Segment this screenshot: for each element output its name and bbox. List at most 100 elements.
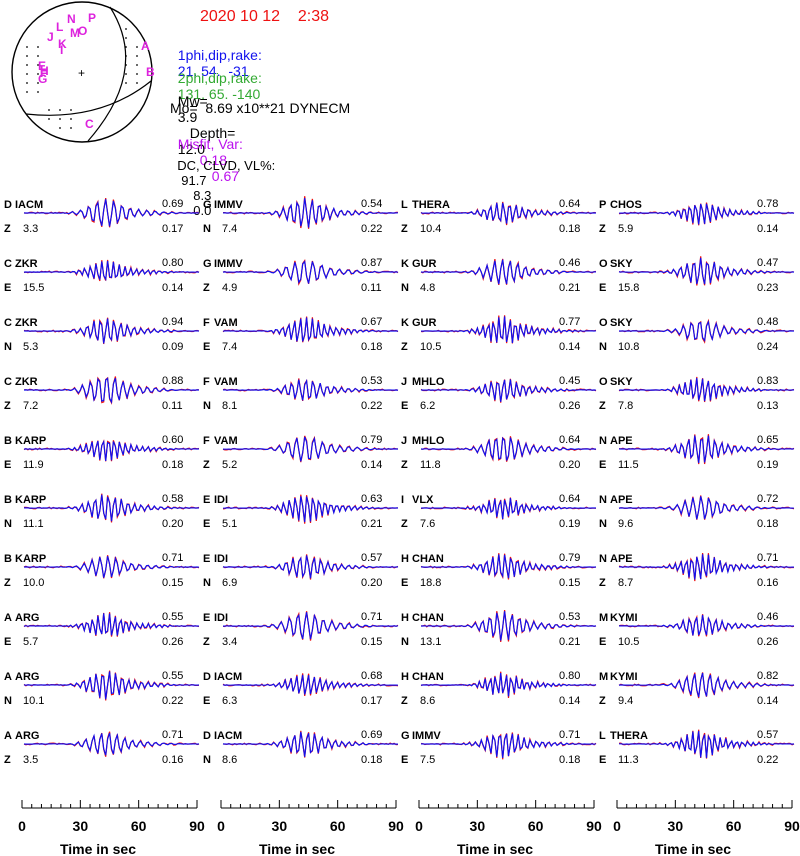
station-letter-G: G — [38, 72, 47, 86]
trace-variance: 0.15 — [361, 636, 382, 648]
trace-station-name: MHLO — [412, 376, 445, 388]
trace-variance: 0.19 — [757, 459, 778, 471]
trace-station-letter: F — [203, 317, 210, 329]
beachball-dot — [37, 55, 39, 57]
trace-correlation: 0.64 — [559, 198, 580, 210]
trace-panel: O SKY E 15.8 0.47 0.23 — [599, 256, 795, 294]
trace-panel: P CHOS Z 5.9 0.78 0.14 — [599, 198, 795, 235]
trace-station-letter: N — [599, 435, 607, 447]
axis-title: Time in sec — [259, 841, 335, 856]
trace-distance: 10.0 — [23, 577, 44, 589]
trace-variance: 0.14 — [757, 695, 778, 707]
trace-distance: 7.8 — [618, 400, 633, 412]
trace-component: Z — [401, 223, 408, 235]
trace-station-letter: A — [4, 730, 12, 742]
trace-variance: 0.13 — [757, 400, 778, 412]
trace-station-name: SKY — [610, 258, 633, 270]
tick-label: 60 — [726, 818, 742, 834]
trace-correlation: 0.88 — [162, 375, 183, 387]
trace-variance: 0.17 — [162, 223, 183, 235]
beachball-dot — [59, 118, 61, 120]
trace-distance: 9.4 — [618, 695, 633, 707]
mw-label: Mw= — [177, 93, 208, 109]
trace-station-name: VLX — [412, 494, 434, 506]
trace-correlation: 0.77 — [559, 316, 580, 328]
trace-station-name: KYMI — [610, 671, 638, 683]
trace-distance: 8.1 — [222, 400, 237, 412]
trace-component: Z — [599, 223, 606, 235]
trace-station-name: ARG — [15, 730, 39, 742]
synthetic-trace — [23, 318, 200, 344]
beachball-dot — [37, 64, 39, 66]
synthetic-trace — [421, 611, 597, 641]
trace-component: E — [401, 754, 408, 766]
trace-variance: 0.26 — [757, 636, 778, 648]
synthetic-trace — [23, 439, 200, 461]
trace-distance: 5.3 — [23, 341, 38, 353]
trace-station-letter: L — [401, 199, 408, 211]
trace-correlation: 0.79 — [361, 434, 382, 446]
dc-label: DC, CLVD, VL%: — [177, 158, 276, 173]
trace-variance: 0.22 — [162, 695, 183, 707]
trace-component: N — [4, 341, 12, 353]
trace-distance: 11.1 — [23, 518, 44, 530]
synthetic-trace — [420, 498, 596, 520]
trace-station-letter: O — [599, 317, 608, 329]
beachball-dot — [136, 46, 138, 48]
trace-distance: 4.8 — [420, 282, 435, 294]
beachball-dot — [125, 37, 127, 39]
trace-correlation: 0.80 — [162, 257, 183, 269]
plane2-label: 2phi,dip,rake: — [177, 70, 262, 86]
trace-correlation: 0.87 — [361, 257, 382, 269]
trace-component: N — [203, 223, 211, 235]
trace-distance: 10.5 — [420, 341, 441, 353]
trace-distance: 3.5 — [23, 754, 38, 766]
trace-station-name: KYMI — [610, 612, 638, 624]
trace-component: N — [599, 341, 607, 353]
trace-station-name: KARP — [15, 553, 46, 565]
trace-distance: 4.9 — [222, 282, 237, 294]
trace-variance: 0.14 — [361, 459, 382, 471]
beachball-dot — [26, 82, 28, 84]
trace-component: N — [4, 518, 12, 530]
trace-variance: 0.26 — [162, 636, 183, 648]
synthetic-trace — [619, 614, 795, 636]
synthetic-trace — [420, 202, 597, 224]
trace-component: Z — [401, 459, 408, 471]
trace-station-name: IACM — [214, 671, 242, 683]
event-date: 2020 10 12 2:38 — [200, 8, 329, 25]
trace-variance: 0.14 — [757, 223, 778, 235]
trace-correlation: 0.69 — [361, 729, 382, 741]
trace-component: E — [599, 636, 606, 648]
trace-station-name: ZKR — [15, 317, 38, 329]
beachball-dot — [59, 127, 61, 129]
trace-station-name: MHLO — [412, 435, 445, 447]
station-letter-F: F — [40, 66, 47, 80]
dc-line: DC, CLVD, VL%: 91.7 8.3 0.0 — [170, 143, 275, 218]
trace-panel: E IDI E 5.1 0.63 0.21 — [203, 493, 399, 530]
synthetic-trace — [222, 317, 399, 342]
synthetic-trace — [23, 732, 200, 756]
synthetic-trace — [24, 199, 200, 227]
trace-correlation: 0.57 — [757, 729, 778, 741]
trace-correlation: 0.46 — [559, 257, 580, 269]
synthetic-trace — [618, 257, 794, 285]
trace-station-name: GUR — [412, 317, 437, 329]
trace-variance: 0.16 — [162, 754, 183, 766]
plane1-label: 1phi,dip,rake: — [177, 47, 262, 63]
trace-component: Z — [599, 695, 606, 707]
trace-station-letter: G — [203, 199, 212, 211]
trace-variance: 0.22 — [757, 754, 778, 766]
trace-variance: 0.14 — [162, 282, 183, 294]
trace-station-name: GUR — [412, 258, 437, 270]
synthetic-trace — [222, 436, 398, 462]
trace-correlation: 0.46 — [757, 611, 778, 623]
trace-component: E — [203, 695, 210, 707]
trace-station-name: ZKR — [15, 376, 38, 388]
trace-panel: A ARG E 5.7 0.55 0.26 — [4, 611, 200, 648]
